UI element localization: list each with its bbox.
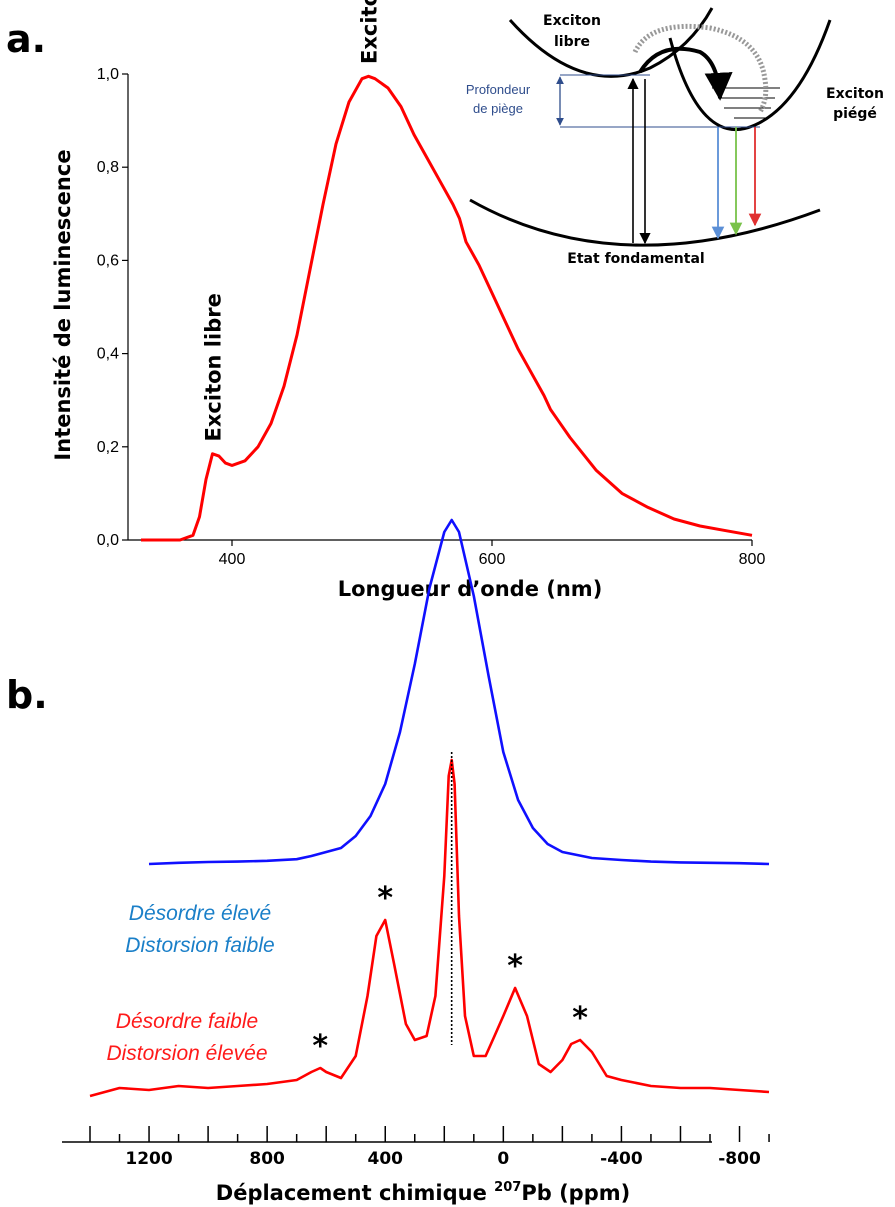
trapped-exciton-parabola bbox=[668, 19, 832, 131]
inset-ground-state-label: Etat fondamental bbox=[567, 251, 704, 267]
chart-a-y-tick-label: 0,8 bbox=[97, 159, 119, 176]
chart-a-x-ticks: 400 600 800 bbox=[219, 540, 766, 568]
chart-b-x-axis-title: Déplacement chimique 207Pb (ppm) bbox=[216, 1180, 630, 1205]
legend-high-disorder-line2: Distorsion faible bbox=[125, 934, 274, 957]
free-exciton-parabola bbox=[508, 7, 714, 78]
chart-b-x-tick-label: 1200 bbox=[125, 1149, 172, 1169]
high-disorder-spectrum-line bbox=[148, 518, 770, 866]
inset-trap-depth-line2: de piège bbox=[473, 101, 523, 116]
chart-b-x-tick-label: -400 bbox=[600, 1149, 643, 1169]
chart-a-x-tick-label: 400 bbox=[219, 551, 246, 568]
panel-b-letter: b. bbox=[6, 673, 48, 717]
chart-b-x-tick-label: 0 bbox=[497, 1149, 509, 1169]
chart-a-y-ticks: 0,0 0,2 0,4 0,6 0,8 1,0 bbox=[97, 66, 128, 549]
chart-b-xlabel-element: Pb bbox=[521, 1181, 551, 1205]
chart-a-y-tick-label: 0,2 bbox=[97, 439, 119, 456]
chart-b-series bbox=[89, 518, 770, 1098]
spinning-sideband-star: * bbox=[377, 881, 393, 916]
inset-trapped-exciton-line1: Exciton bbox=[826, 86, 884, 102]
spinning-sideband-star: * bbox=[507, 949, 523, 984]
chart-b-xlabel-unit: (ppm) bbox=[559, 1181, 630, 1205]
chart-a-series bbox=[141, 74, 753, 542]
chart-b-xlabel-isotope: 207 bbox=[494, 1180, 521, 1195]
ground-state-parabola bbox=[469, 198, 821, 247]
chart-b: 1200 800 400 0 -400 -800 **** Désordre élevé … bbox=[62, 518, 770, 1205]
chart-b-stars: * * * * bbox=[312, 881, 588, 1064]
spinning-sideband-star: * bbox=[572, 1001, 588, 1036]
inset-free-exciton-line2: libre bbox=[554, 34, 590, 50]
inset-trapped-exciton-line2: piégé bbox=[833, 106, 877, 122]
chart-a-x-tick-label: 800 bbox=[739, 551, 766, 568]
inset-trap-depth-line1: Profondeur bbox=[466, 82, 531, 97]
luminescence-spectrum-line bbox=[141, 74, 753, 542]
inset-free-exciton-line1: Exciton bbox=[543, 13, 601, 29]
legend-high-disorder-line1: Désordre élevé bbox=[129, 902, 271, 925]
chart-a-y-tick-label: 0,0 bbox=[97, 532, 119, 549]
energy-diagram-inset: Exciton libre Exciton piégé Profondeur d… bbox=[466, 7, 884, 267]
panel-a-letter: a. bbox=[6, 17, 46, 61]
detrapping-dotted-arrow bbox=[632, 23, 769, 114]
chart-b-x-tick-label: -800 bbox=[718, 1149, 761, 1169]
chart-a-x-tick-label: 600 bbox=[479, 551, 506, 568]
spinning-sideband-star: * bbox=[312, 1029, 328, 1064]
annotation-free-exciton: Exciton libre bbox=[202, 293, 226, 441]
chart-a-y-tick-label: 1,0 bbox=[97, 66, 119, 83]
annotation-trapped-exciton: Exciton piégé bbox=[358, 0, 382, 64]
chart-b-axis: 1200 800 400 0 -400 -800 bbox=[62, 1126, 770, 1169]
chart-a-y-tick-label: 0,4 bbox=[97, 346, 119, 363]
trapping-arrow bbox=[638, 46, 733, 101]
chart-b-x-tick-label: 400 bbox=[367, 1149, 403, 1169]
legend-low-disorder-line1: Désordre faible bbox=[116, 1010, 258, 1033]
chart-a: 0,00,20,40,60,81,0 400 600 800 Longueur d’… bbox=[51, 0, 765, 601]
chart-a-y-tick-label: 0,6 bbox=[97, 252, 119, 269]
chart-a-y-axis-title: Intensité de luminescence bbox=[51, 149, 75, 460]
legend-low-disorder-line2: Distorsion élevée bbox=[106, 1042, 267, 1065]
low-disorder-spectrum-line bbox=[89, 758, 770, 1098]
chart-b-x-tick-label: 800 bbox=[249, 1149, 285, 1169]
chart-b-xlabel-main: Déplacement chimique bbox=[216, 1181, 487, 1205]
